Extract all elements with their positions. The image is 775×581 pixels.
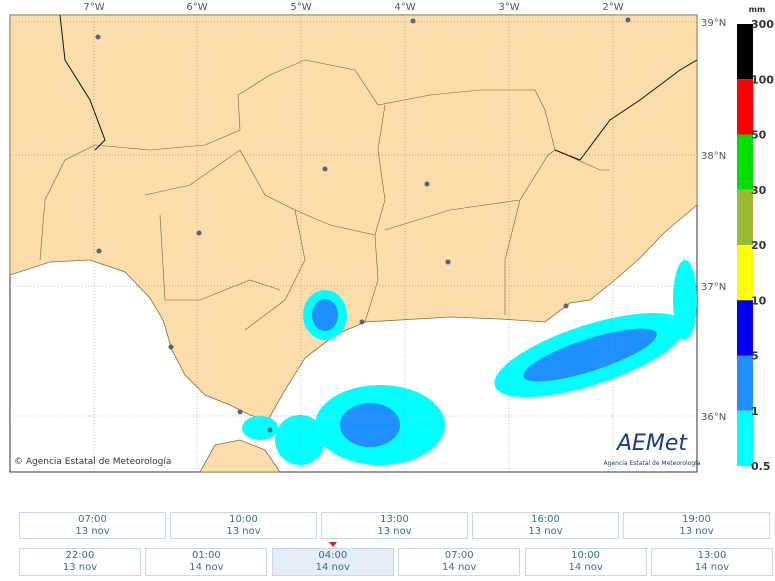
time-button[interactable]: 04:00 14 nov (271, 548, 394, 576)
time-time: 13:00 (380, 514, 409, 525)
time-time: 01:00 (191, 550, 221, 561)
legend-swatch (737, 245, 753, 301)
time-button[interactable]: 16:00 13 nov (472, 512, 619, 539)
legend-level: 300 (751, 18, 774, 31)
latitude-label: 39°N (701, 18, 726, 29)
legend-swatch (737, 24, 753, 80)
land (9, 14, 698, 421)
legend-level: 1 (751, 405, 759, 418)
time-button[interactable]: 01:00 14 nov (145, 548, 268, 576)
time-time: 19:00 (682, 514, 711, 525)
time-time: 07:00 (78, 514, 107, 525)
time-date: 13 nov (528, 526, 563, 537)
legend-level: 30 (751, 184, 767, 197)
land-africa (199, 439, 281, 473)
province-borders (39, 59, 610, 331)
time-button[interactable]: 07:00 14 nov (398, 548, 521, 576)
latitude-label: 37°N (701, 282, 726, 293)
legend-level: 50 (751, 129, 767, 142)
longitude-label: 2°W (602, 2, 623, 13)
time-button[interactable]: 13:00 14 nov (651, 548, 773, 576)
time-button[interactable]: 10:00 13 nov (170, 512, 317, 539)
country-border (59, 14, 698, 161)
latitude-label: 38°N (701, 151, 726, 162)
attribution: © Agencia Estatal de Meteorología (14, 457, 171, 467)
map: 7°W 6°W 5°W 4°W 3°W 2°W 39°N 38°N 37°N 36°N © Age… (9, 2, 774, 473)
longitude-label: 4°W (394, 2, 415, 13)
legend-swatch (737, 410, 753, 466)
legend-swatch (737, 79, 753, 135)
legend-unit: mm (749, 5, 766, 14)
time-date: 14 nov (694, 562, 730, 573)
graticule: 7°W 6°W 5°W 4°W 3°W 2°W 39°N 38°N 37°N 36°N (10, 2, 726, 472)
latitude-label: 36°N (701, 412, 726, 423)
time-button[interactable]: 22:00 13 nov (19, 548, 141, 576)
legend-level: 20 (751, 239, 767, 252)
selected-marker (328, 542, 337, 547)
cities (95, 17, 631, 433)
time-date: 13 nov (377, 526, 412, 537)
time-time: 13:00 (697, 550, 727, 561)
logo-subtitle: Agencia Estatal de Meteorología (604, 460, 701, 467)
time-time: 22:00 (65, 550, 95, 561)
time-date: 14 nov (568, 562, 603, 573)
longitude-label: 3°W (498, 2, 519, 13)
time-date: 13 nov (62, 562, 98, 573)
legend-level: 10 (751, 294, 767, 307)
time-date: 13 nov (75, 526, 110, 537)
time-time: 10:00 (229, 514, 258, 525)
longitude-label: 5°W (290, 2, 311, 13)
time-date: 14 nov (189, 562, 224, 573)
time-button[interactable]: 13:00 13 nov (321, 512, 468, 539)
legend-swatch (737, 355, 753, 411)
time-button[interactable]: 10:00 14 nov (524, 548, 647, 576)
time-date: 13 nov (226, 526, 261, 537)
legend-swatch (737, 189, 753, 245)
precipitation (242, 260, 697, 465)
time-time: 04:00 (318, 550, 348, 561)
time-button[interactable]: 07:00 13 nov (19, 512, 166, 539)
legend-level: 0.5 (751, 460, 771, 473)
legend-swatch (737, 300, 753, 356)
time-time: 07:00 (444, 550, 474, 561)
time-time: 16:00 (531, 514, 560, 525)
legend-level: 100 (751, 73, 774, 86)
time-button[interactable]: 19:00 13 nov (623, 512, 770, 539)
legend: 300 100 50 30 20 10 5 1 0.5 (737, 18, 774, 473)
logo: AEMet (615, 431, 688, 456)
time-date: 13 nov (679, 526, 714, 537)
time-date: 14 nov (315, 562, 350, 573)
time-time: 10:00 (571, 550, 600, 561)
legend-swatch (737, 134, 753, 190)
longitude-label: 7°W (83, 2, 104, 13)
time-date: 14 nov (442, 562, 477, 573)
longitude-label: 6°W (186, 2, 207, 13)
legend-level: 5 (751, 350, 759, 363)
